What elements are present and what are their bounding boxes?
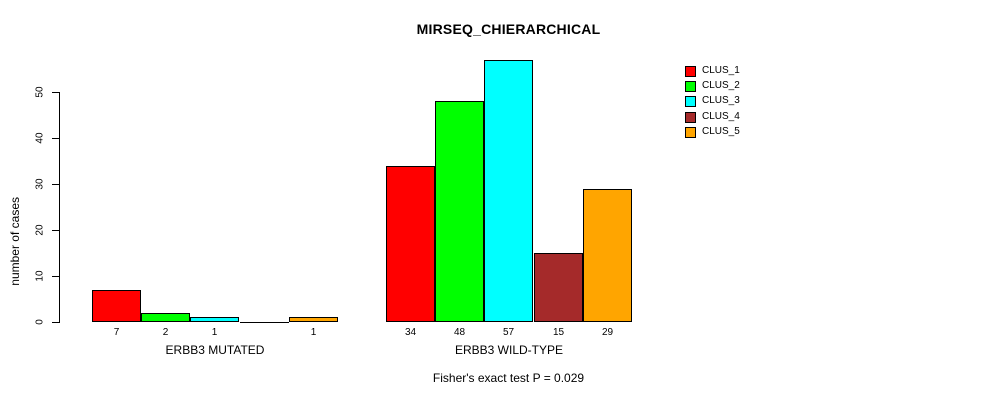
y-tick <box>52 138 59 139</box>
y-tick <box>52 184 59 185</box>
y-tick <box>52 276 59 277</box>
bar-value-label: 7 <box>113 327 120 338</box>
legend-label: CLUS_4 <box>702 111 740 122</box>
bar-value-label: 1 <box>310 327 317 338</box>
bar-clus_1-mutated <box>92 290 141 322</box>
legend-label: CLUS_5 <box>702 126 740 137</box>
legend-label: CLUS_2 <box>702 80 740 91</box>
bar-clus_2-wild-type <box>435 101 484 322</box>
y-tick-label: 20 <box>34 224 46 236</box>
legend-swatch-clus_5 <box>685 127 696 138</box>
y-tick <box>52 230 59 231</box>
y-tick-label: 50 <box>34 86 46 98</box>
bar-clus_5-wild-type <box>583 189 632 322</box>
bar-value-label: 2 <box>162 327 169 338</box>
bar-value-label: 15 <box>552 327 565 338</box>
y-tick <box>52 322 59 323</box>
bar-value-label: 34 <box>404 327 417 338</box>
group-label: ERBB3 MUTATED <box>165 343 265 357</box>
y-tick-label: 40 <box>34 132 46 144</box>
bar-clus_2-mutated <box>141 313 190 322</box>
bar-clus_5-mutated <box>289 317 338 322</box>
y-tick-label: 0 <box>34 319 46 325</box>
y-axis-label-text: number of cases <box>8 197 22 286</box>
legend-swatch-clus_3 <box>685 96 696 107</box>
legend-swatch-clus_2 <box>685 81 696 92</box>
bar-value-label: 1 <box>211 327 218 338</box>
legend-swatch-clus_4 <box>685 112 696 123</box>
y-tick <box>52 92 59 93</box>
bar-value-label: 57 <box>502 327 515 338</box>
bar-clus_4-mutated <box>240 322 289 323</box>
bar-clus_4-wild-type <box>534 253 583 322</box>
bar-clus_1-wild-type <box>386 166 435 322</box>
chart-title: MIRSEQ_CHIERARCHICAL <box>416 21 601 37</box>
y-axis-line <box>59 92 60 323</box>
group-label: ERBB3 WILD-TYPE <box>454 343 564 357</box>
y-tick-label: 10 <box>34 270 46 282</box>
bar-clus_3-mutated <box>190 317 239 322</box>
bar-value-label: 29 <box>601 327 614 338</box>
y-tick-label: 30 <box>34 178 46 190</box>
bar-clus_3-wild-type <box>484 60 533 322</box>
legend-swatch-clus_1 <box>685 66 696 77</box>
legend-label: CLUS_1 <box>702 65 740 76</box>
annotation-text: Fisher's exact test P = 0.029 <box>432 371 585 385</box>
bar-value-label: 48 <box>453 327 466 338</box>
legend-label: CLUS_3 <box>702 95 740 106</box>
